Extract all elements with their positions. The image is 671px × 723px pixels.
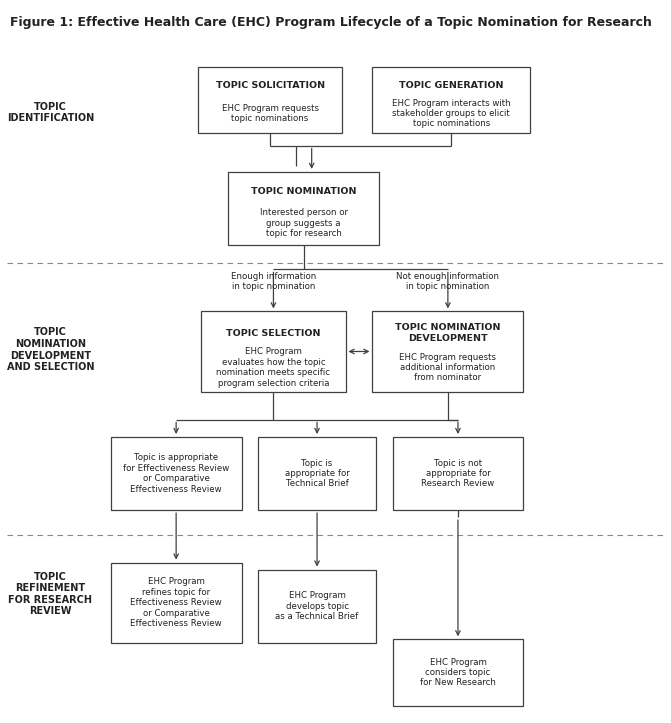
Text: EHC Program
considers topic
for New Research: EHC Program considers topic for New Rese…	[420, 657, 496, 688]
Text: Topic is appropriate
for Effectiveness Review
or Comparative
Effectiveness Revie: Topic is appropriate for Effectiveness R…	[123, 453, 229, 494]
Text: TOPIC SELECTION: TOPIC SELECTION	[226, 328, 321, 338]
Text: Not enough information
in topic nomination: Not enough information in topic nominati…	[397, 272, 499, 291]
Text: TOPIC
NOMINATION
DEVELOPMENT
AND SELECTION: TOPIC NOMINATION DEVELOPMENT AND SELECTI…	[7, 328, 94, 372]
FancyBboxPatch shape	[393, 639, 523, 706]
Text: TOPIC SOLICITATION: TOPIC SOLICITATION	[215, 80, 325, 90]
Text: TOPIC
REFINEMENT
FOR RESEARCH
REVIEW: TOPIC REFINEMENT FOR RESEARCH REVIEW	[8, 571, 93, 616]
FancyBboxPatch shape	[372, 312, 523, 392]
FancyBboxPatch shape	[201, 312, 346, 392]
Text: EHC Program requests
topic nominations: EHC Program requests topic nominations	[221, 104, 319, 123]
FancyBboxPatch shape	[111, 437, 242, 510]
Text: Topic is
appropriate for
Technical Brief: Topic is appropriate for Technical Brief	[285, 458, 350, 489]
Text: Interested person or
group suggests a
topic for research: Interested person or group suggests a to…	[260, 208, 348, 238]
Text: EHC Program
refines topic for
Effectiveness Review
or Comparative
Effectiveness : EHC Program refines topic for Effectiven…	[130, 578, 222, 628]
Text: Enough information
in topic nomination: Enough information in topic nomination	[231, 272, 316, 291]
Text: Topic is not
appropriate for
Research Review: Topic is not appropriate for Research Re…	[421, 458, 495, 489]
Text: TOPIC NOMINATION
DEVELOPMENT: TOPIC NOMINATION DEVELOPMENT	[395, 323, 501, 343]
FancyBboxPatch shape	[111, 562, 242, 643]
Text: TOPIC
IDENTIFICATION: TOPIC IDENTIFICATION	[7, 102, 94, 124]
Text: EHC Program
develops topic
as a Technical Brief: EHC Program develops topic as a Technica…	[275, 591, 359, 621]
Text: EHC Program interacts with
stakeholder groups to elicit
topic nominations: EHC Program interacts with stakeholder g…	[392, 98, 511, 129]
FancyBboxPatch shape	[372, 67, 530, 134]
FancyBboxPatch shape	[198, 67, 342, 134]
Text: EHC Program requests
additional information
from nominator: EHC Program requests additional informat…	[399, 353, 497, 382]
Text: TOPIC NOMINATION: TOPIC NOMINATION	[251, 187, 356, 196]
FancyBboxPatch shape	[393, 437, 523, 510]
FancyBboxPatch shape	[258, 570, 376, 643]
FancyBboxPatch shape	[228, 172, 379, 245]
Text: Figure 1: Effective Health Care (EHC) Program Lifecycle of a Topic Nomination fo: Figure 1: Effective Health Care (EHC) Pr…	[10, 16, 652, 29]
Text: TOPIC GENERATION: TOPIC GENERATION	[399, 80, 503, 90]
Text: EHC Program
evaluates how the topic
nomination meets specific
program selection : EHC Program evaluates how the topic nomi…	[217, 348, 330, 388]
FancyBboxPatch shape	[258, 437, 376, 510]
